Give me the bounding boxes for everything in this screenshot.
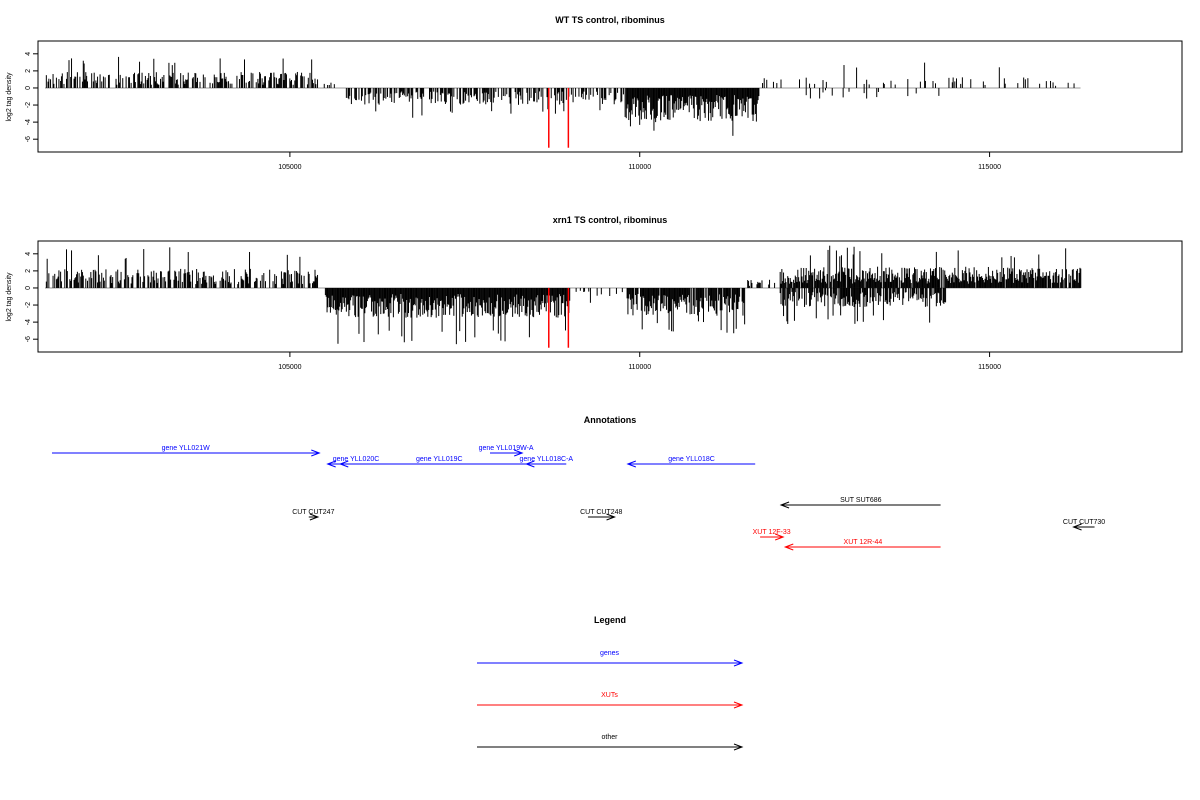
annotation-arrow: CUT CUT248 (580, 509, 622, 521)
y-tick-label: 2 (25, 269, 32, 273)
annotation-arrow: CUT CUT247 (292, 509, 335, 521)
panel-xrn1: xrn1 TS control, ribominus 4 2 0 -2 -4 -6 105… (6, 215, 1183, 371)
annotation-label: gene YLL018C (668, 456, 715, 463)
y-tick-label: 4 (25, 52, 32, 56)
annotation-label: CUT CUT730 (1063, 519, 1105, 526)
y-tick-label: 0 (25, 86, 32, 90)
annotation-label: gene YLL018C-A (520, 456, 574, 463)
annotation-arrow: gene YLL021W (51, 445, 321, 457)
legend-label: XUTs (601, 692, 618, 699)
annotation-arrow: gene YLL018C-A (520, 456, 574, 468)
annotation-label: gene YLL019W-A (479, 445, 534, 452)
annotation-arrow: gene YLL020C (326, 456, 385, 468)
x-tick-label: 115000 (978, 164, 1001, 171)
y-tick-label: -4 (25, 119, 32, 125)
x-tick-label: 115000 (978, 364, 1001, 371)
annotation-label: gene YLL020C (333, 456, 380, 463)
arrow-head (309, 513, 320, 521)
panel-xrn1-title: xrn1 TS control, ribominus (553, 215, 668, 225)
annotation-label: XUT 12R-44 (844, 539, 883, 546)
annotation-arrow: gene YLL019W-A (479, 445, 534, 457)
panel-xrn1-y-axis: 4 2 0 -2 -4 -6 (25, 252, 38, 342)
annotation-arrow: gene YLL019C (338, 456, 539, 468)
panel-wt-x-axis: 105000 110000 115000 (278, 152, 1001, 171)
panel-wt-frame (37, 40, 1183, 153)
panel-xrn1-x-axis: 105000 110000 115000 (278, 352, 1001, 371)
annotations-title: Annotations (584, 415, 637, 425)
arrow-head (733, 743, 744, 751)
annotation-label: XUT 12F-33 (753, 529, 791, 536)
legend-items: genes XUTs other (477, 650, 744, 751)
legend-item: XUTs (477, 692, 744, 709)
legend-item: genes (477, 650, 744, 667)
y-tick-label: -2 (25, 302, 32, 308)
legend-title: Legend (594, 615, 626, 625)
annotation-label: CUT CUT247 (292, 509, 334, 516)
legend-label: genes (600, 650, 620, 657)
panel-wt-y-label: log2 tag density (6, 72, 13, 122)
annotation-label: gene YLL021W (162, 445, 211, 452)
y-tick-label: -2 (25, 102, 32, 108)
y-tick-label: 2 (25, 69, 32, 73)
arrow-head (1072, 523, 1082, 531)
arrow-head (338, 460, 349, 468)
arrow-head (733, 701, 744, 709)
arrow-head (326, 460, 336, 468)
arrow-head (311, 449, 321, 457)
annotation-label: SUT SUT686 (840, 497, 882, 504)
legend-item: other (477, 734, 744, 751)
annotation-arrow: XUT 12F-33 (753, 529, 791, 541)
x-tick-label: 110000 (628, 364, 651, 371)
panel-wt: WT TS control, ribominus 4 2 0 -2 -4 -6 10500… (6, 15, 1183, 171)
x-tick-label: 110000 (628, 164, 651, 171)
y-tick-label: -4 (25, 319, 32, 325)
arrow-head (606, 513, 616, 521)
panel-wt-y-axis: 4 2 0 -2 -4 -6 (25, 52, 38, 142)
annotation-features: gene YLL021W gene YLL020C gene YLL019C gene… (51, 445, 1105, 551)
arrow-head (524, 460, 535, 468)
annotation-arrow: XUT 12R-44 (783, 539, 941, 551)
annotation-arrow: SUT SUT686 (779, 497, 941, 509)
legend: Legend genes XUTs other (477, 615, 744, 751)
y-tick-label: 4 (25, 252, 32, 256)
panel-xrn1-y-label: log2 tag density (6, 272, 13, 322)
arrow-head (514, 449, 524, 457)
y-tick-label: -6 (25, 136, 32, 142)
annotation-arrow: CUT CUT730 (1063, 519, 1105, 531)
annotation-arrow: gene YLL018C (626, 456, 756, 468)
annotation-label: CUT CUT248 (580, 509, 622, 516)
arrow-head (626, 460, 637, 468)
panel-xrn1-frame (37, 240, 1183, 353)
arrow-head (783, 543, 794, 551)
y-tick-label: 0 (25, 286, 32, 290)
y-tick-label: -6 (25, 336, 32, 342)
x-tick-label: 105000 (278, 164, 301, 171)
arrow-head (774, 533, 785, 541)
arrow-head (733, 659, 744, 667)
legend-label: other (602, 734, 619, 741)
panel-xrn1-bars (44, 245, 1082, 348)
panel-wt-bars (44, 56, 1081, 148)
arrow-head (779, 501, 790, 509)
annotation-label: gene YLL019C (416, 456, 463, 463)
panel-wt-title: WT TS control, ribominus (555, 15, 665, 25)
x-tick-label: 105000 (278, 364, 301, 371)
